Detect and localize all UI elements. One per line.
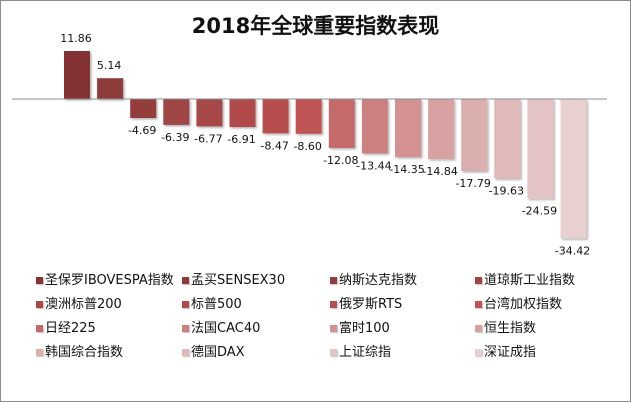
data-label: -19.63 — [489, 185, 524, 198]
bar — [229, 99, 256, 127]
legend-label: 俄罗斯RTS — [339, 296, 403, 312]
legend-item: 澳洲标普200 — [36, 292, 122, 312]
data-label: -14.84 — [422, 165, 457, 178]
legend-item: 富时100 — [330, 316, 390, 336]
legend-item: 法国CAC40 — [182, 316, 260, 336]
legend-swatch — [475, 277, 482, 284]
legend-label: 标普500 — [191, 296, 242, 312]
legend-swatch — [475, 325, 482, 332]
bar — [328, 99, 355, 148]
legend-item: 德国DAX — [182, 340, 245, 360]
legend-label: 富时100 — [339, 320, 390, 336]
legend-swatch — [330, 349, 337, 356]
chart-title: 2018年全球重要指数表现 — [191, 14, 440, 38]
bar — [527, 99, 554, 199]
bar — [395, 99, 421, 158]
bar — [262, 99, 289, 134]
data-label: 11.86 — [60, 32, 92, 45]
legend-swatch — [182, 301, 189, 308]
data-label: -13.44 — [356, 159, 391, 172]
legend-label: 日经225 — [45, 320, 96, 336]
legend-label: 孟买SENSEX30 — [191, 272, 286, 288]
data-label: -6.77 — [194, 132, 222, 145]
legend-label: 上证综指 — [339, 344, 392, 360]
data-label: -8.60 — [293, 140, 321, 153]
legend-swatch — [475, 301, 482, 308]
legend-label: 澳洲标普200 — [45, 296, 122, 312]
legend-item: 上证综指 — [330, 340, 391, 360]
legend-item: 标普500 — [182, 292, 242, 312]
legend-item: 圣保罗IBOVESPA指数 — [36, 268, 174, 288]
legend-swatch — [36, 325, 43, 332]
data-label: -17.79 — [455, 177, 490, 190]
legend-swatch — [182, 277, 189, 284]
bar — [97, 78, 124, 99]
data-label: -6.39 — [161, 131, 189, 144]
legend-item: 台湾加权指数 — [475, 292, 562, 312]
legend-label: 韩国综合指数 — [45, 344, 124, 360]
data-label: -24.59 — [522, 205, 557, 218]
data-label: -4.69 — [128, 124, 156, 137]
bar — [64, 51, 90, 99]
legend-label: 圣保罗IBOVESPA指数 — [45, 272, 174, 288]
legend-label: 恒生指数 — [484, 320, 537, 336]
legend-swatch — [182, 349, 189, 356]
data-label: -8.47 — [260, 139, 288, 152]
legend-label: 台湾加权指数 — [484, 296, 563, 312]
data-label: -6.91 — [227, 133, 255, 146]
legend-label: 道琼斯工业指数 — [484, 272, 576, 288]
legend-item: 道琼斯工业指数 — [475, 268, 575, 288]
legend-label: 德国DAX — [191, 344, 245, 360]
legend-swatch — [330, 325, 337, 332]
legend-item: 孟买SENSEX30 — [182, 268, 285, 288]
legend-label: 纳斯达克指数 — [339, 272, 418, 288]
data-label: 5.14 — [97, 59, 122, 72]
bar — [196, 99, 223, 127]
bar — [428, 99, 455, 160]
legend-label: 深证成指 — [484, 344, 537, 360]
legend-swatch — [182, 325, 189, 332]
legend-label: 法国CAC40 — [191, 320, 261, 336]
legend-item: 俄罗斯RTS — [330, 292, 402, 312]
legend-swatch — [475, 349, 482, 356]
bar — [560, 99, 587, 239]
legend-item: 韩国综合指数 — [36, 340, 123, 360]
bar — [361, 99, 388, 154]
legend-swatch — [36, 301, 43, 308]
data-label: -12.08 — [323, 154, 358, 167]
data-label: -34.42 — [555, 244, 590, 257]
legend-swatch — [330, 277, 337, 284]
legend-item: 日经225 — [36, 316, 96, 336]
legend-item: 深证成指 — [475, 340, 536, 360]
legend-item: 恒生指数 — [475, 316, 536, 336]
bar — [494, 99, 521, 179]
legend-swatch — [330, 301, 337, 308]
bar — [295, 99, 322, 134]
bar — [130, 99, 157, 118]
legend-item: 纳斯达克指数 — [330, 268, 417, 288]
legend-swatch — [36, 349, 43, 356]
legend-swatch — [36, 277, 43, 284]
bar — [163, 99, 190, 125]
bar — [461, 99, 488, 171]
data-label: -14.35 — [389, 163, 424, 176]
